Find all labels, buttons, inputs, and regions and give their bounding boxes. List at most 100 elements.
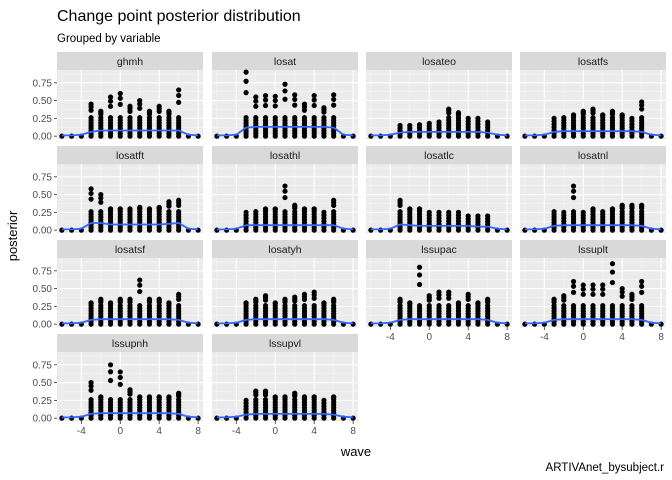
data-point (176, 115, 182, 121)
data-point (88, 190, 94, 197)
data-point (629, 291, 635, 297)
data-point (88, 101, 94, 107)
data-point (590, 291, 596, 297)
data-point (176, 99, 182, 106)
data-point (146, 394, 153, 400)
smooth-line (370, 318, 508, 325)
data-point (426, 120, 432, 126)
data-point (98, 296, 104, 302)
data-point (455, 110, 462, 116)
data-point (107, 369, 114, 375)
data-point (156, 296, 162, 302)
x-tick-label: 0 (272, 426, 278, 437)
data-point (272, 97, 278, 104)
data-point (629, 115, 635, 121)
data-point (292, 92, 298, 98)
data-point (551, 115, 557, 121)
facet-strip-label: losatnl (578, 150, 608, 162)
chart-subtitle: Grouped by variable (57, 33, 161, 45)
data-point (600, 291, 606, 297)
facet-strip (57, 240, 203, 258)
data-point (176, 92, 182, 99)
data-point (416, 122, 423, 128)
data-point (166, 108, 172, 114)
data-point (580, 108, 586, 114)
data-point (176, 291, 182, 297)
data-point (485, 213, 491, 219)
smooth-line (370, 223, 508, 231)
data-point (311, 93, 317, 99)
smooth-line (216, 224, 354, 231)
data-point (311, 394, 317, 400)
data-point (629, 202, 635, 208)
y-tick-label: 0.25 (33, 302, 53, 313)
data-point (436, 303, 442, 309)
data-point (166, 300, 172, 306)
data-point (137, 97, 143, 104)
data-point (292, 294, 298, 300)
data-point (407, 300, 413, 306)
data-point (639, 106, 645, 112)
data-point (331, 102, 337, 108)
facet-strip-label: losathl (270, 150, 300, 162)
data-point (262, 97, 269, 103)
data-point (455, 209, 462, 215)
data-point (407, 122, 413, 129)
data-point (176, 209, 182, 215)
data-point (272, 103, 278, 109)
chart-title: Change point posterior distribution (57, 8, 301, 25)
data-point (107, 94, 114, 100)
data-point (570, 183, 577, 189)
x-tick-label: 8 (350, 426, 356, 437)
data-point (282, 209, 288, 215)
data-point (117, 374, 123, 381)
data-point (331, 197, 337, 203)
x-tick-label: 0 (580, 332, 586, 343)
facet-strip-label: losat (274, 56, 296, 68)
facet-strip (212, 240, 358, 258)
data-point (292, 202, 298, 208)
data-point (282, 183, 288, 189)
data-point (321, 115, 327, 121)
data-point (292, 102, 298, 108)
x-tick-label: -4 (386, 332, 395, 343)
y-tick-label: 0.25 (33, 396, 53, 407)
data-point (609, 108, 616, 114)
data-point (629, 303, 635, 309)
data-point (551, 296, 557, 302)
smooth-line (61, 222, 199, 231)
data-point (253, 296, 259, 302)
facet-strip-label: lssupnh (112, 338, 148, 350)
data-point (253, 397, 259, 403)
data-point (117, 101, 123, 107)
x-tick-label: 4 (311, 426, 317, 437)
data-point (551, 209, 557, 215)
data-point (416, 281, 423, 288)
data-point (98, 199, 104, 205)
data-point (436, 209, 442, 215)
facet-lssupvl: lssupvl -4 0 4 8 (212, 334, 358, 437)
y-axis-label: posterior (5, 210, 20, 261)
facet-losat: losat (212, 52, 358, 139)
data-point (570, 194, 577, 201)
data-point (243, 115, 249, 121)
data-point (272, 394, 278, 400)
data-point (397, 197, 403, 203)
data-point (446, 106, 452, 112)
data-point (619, 285, 625, 292)
data-point (609, 269, 616, 275)
smooth-line (524, 224, 662, 231)
data-point (98, 108, 104, 114)
data-point (107, 115, 114, 121)
data-point (321, 105, 327, 111)
data-point (590, 106, 596, 112)
data-point (127, 115, 133, 121)
data-point (580, 282, 586, 288)
data-point (272, 206, 278, 212)
facet-strip (520, 52, 666, 70)
facet-losatlc: losatlc (366, 146, 512, 233)
y-tick-label: 0.25 (33, 208, 53, 219)
y-tick-label: 0.75 (33, 78, 53, 89)
data-point (311, 102, 317, 109)
facet-strip (366, 146, 512, 164)
